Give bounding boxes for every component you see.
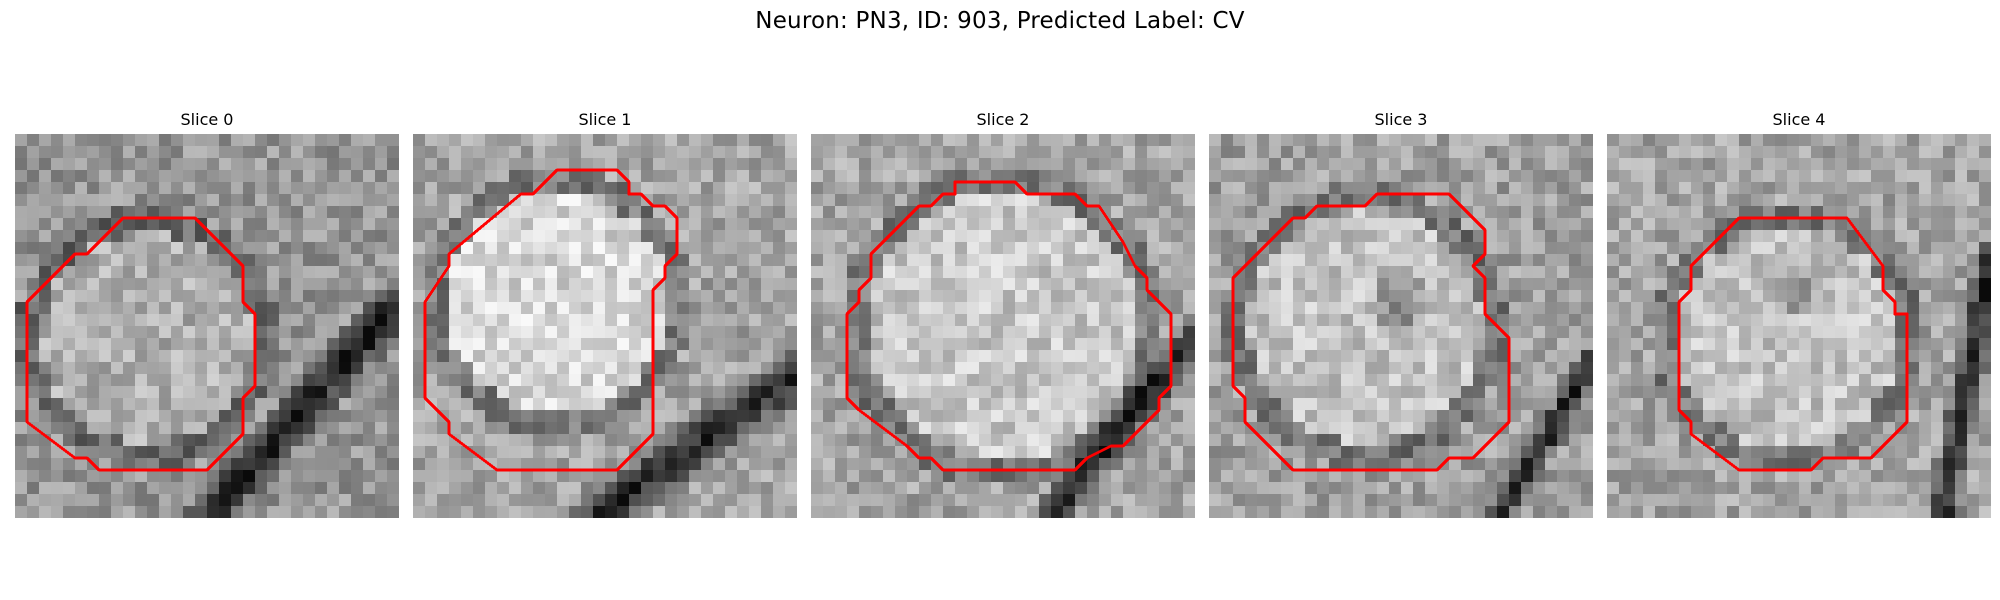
contour-outline xyxy=(845,180,1173,472)
contour-outline xyxy=(25,216,257,472)
slice-title: Slice 2 xyxy=(976,110,1030,129)
slice-title: Slice 4 xyxy=(1772,110,1826,129)
contour-outline xyxy=(1677,216,1909,472)
slice-image xyxy=(413,134,797,518)
slice-panel-4: Slice 4 xyxy=(1607,110,1991,518)
slice-title: Slice 3 xyxy=(1374,110,1428,129)
slice-image xyxy=(15,134,399,518)
contour-outline xyxy=(423,168,679,472)
slice-panel-3: Slice 3 xyxy=(1209,110,1593,518)
slice-panel-1: Slice 1 xyxy=(413,110,797,518)
figure-title: Neuron: PN3, ID: 903, Predicted Label: C… xyxy=(755,8,1245,34)
slice-panel-2: Slice 2 xyxy=(811,110,1195,518)
contour-outline xyxy=(1231,192,1511,472)
grayscale-image-cells xyxy=(413,134,797,518)
slice-image xyxy=(1209,134,1593,518)
grayscale-image-cells xyxy=(1607,134,1991,518)
slice-image xyxy=(811,134,1195,518)
grayscale-image-cells xyxy=(1209,134,1593,518)
grayscale-image-cells xyxy=(15,134,399,518)
slice-image xyxy=(1607,134,1991,518)
slice-title: Slice 1 xyxy=(578,110,632,129)
slice-title: Slice 0 xyxy=(180,110,234,129)
grayscale-image-cells xyxy=(811,134,1195,518)
slice-panel-0: Slice 0 xyxy=(15,110,399,518)
